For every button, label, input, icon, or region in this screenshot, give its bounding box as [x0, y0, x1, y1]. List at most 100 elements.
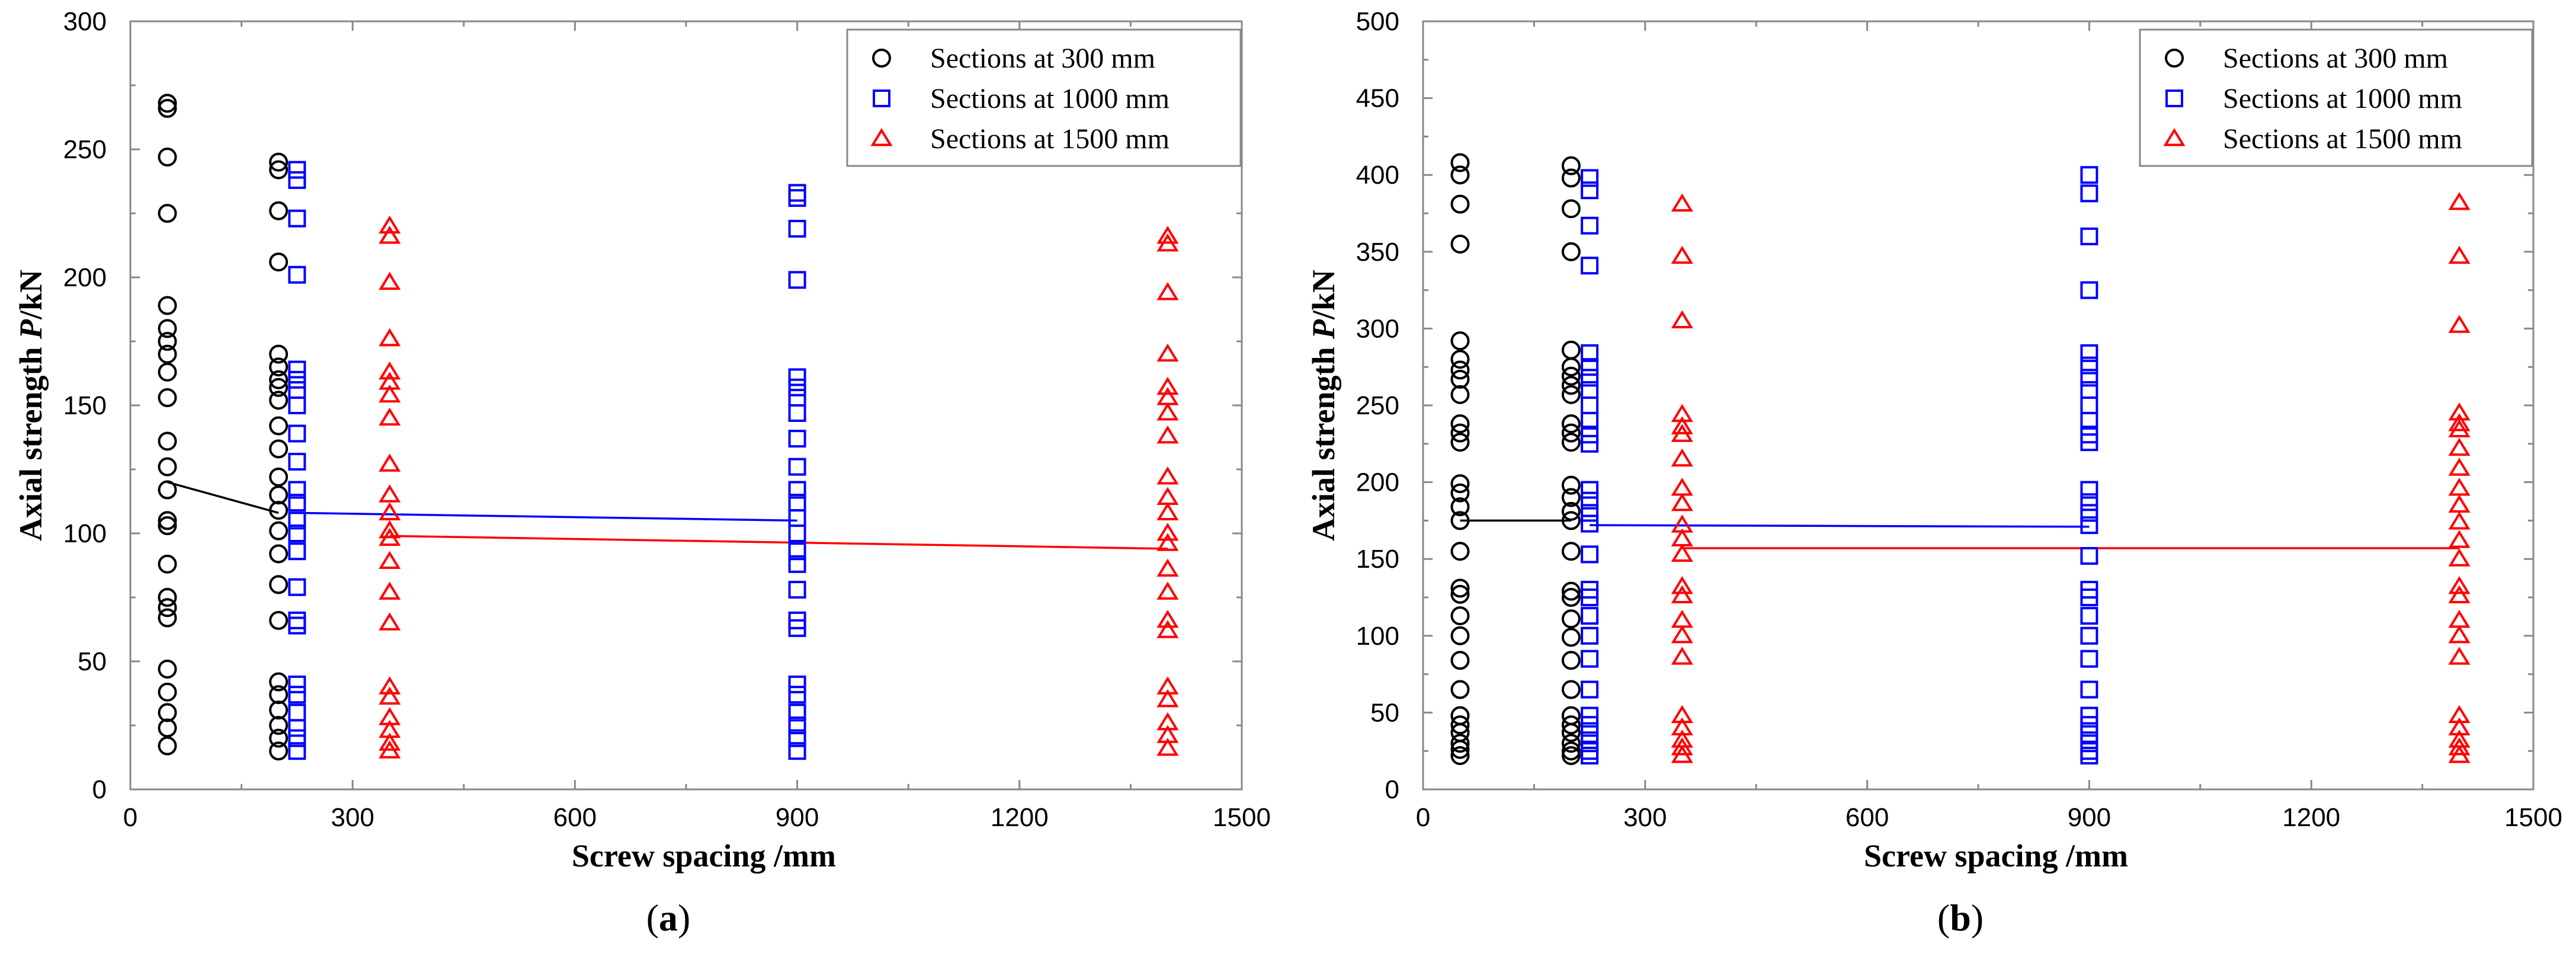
data-point-triangle [379, 520, 401, 539]
data-point-square [2080, 396, 2098, 414]
data-point-triangle [1156, 487, 1179, 506]
data-point-triangle [2448, 458, 2471, 476]
data-point-circle [158, 362, 177, 382]
data-point-triangle [379, 502, 401, 520]
data-point-triangle [1156, 523, 1179, 541]
data-point-circle [269, 501, 289, 520]
data-point-square [1581, 706, 1599, 725]
data-point-square [1581, 358, 1599, 376]
x-tick-label: 900 [2068, 803, 2111, 832]
data-point-square [1581, 216, 1599, 235]
data-point-circle [269, 160, 289, 180]
data-point-triangle [1156, 558, 1179, 577]
data-point-triangle [2448, 494, 2471, 513]
data-point-circle [1561, 581, 1581, 601]
series-circle [158, 94, 289, 761]
panel-label-letter: b [1950, 897, 1971, 939]
data-point-triangle [379, 384, 401, 403]
data-point-square [1581, 396, 1599, 414]
series-triangle [1671, 191, 2471, 763]
data-point-circle [1561, 376, 1581, 395]
panel-label-close: ) [678, 897, 690, 939]
data-point-square [2080, 481, 2098, 499]
data-point-square [2080, 281, 2098, 299]
trend-line-circle [167, 481, 279, 514]
data-point-square [2080, 626, 2098, 645]
data-point-circle [269, 201, 289, 220]
data-point-triangle [1156, 689, 1179, 708]
data-point-triangle [1671, 493, 1693, 511]
legend: Sections at 300 mm Sections at 1000 mm Sec… [2139, 28, 2533, 167]
data-point-square [1581, 588, 1599, 606]
data-point-triangle [1671, 543, 1693, 562]
data-point-circle [269, 252, 289, 272]
data-point-triangle [2448, 585, 2471, 603]
data-point-square [2080, 433, 2098, 452]
data-point-square [1581, 491, 1599, 510]
data-point-circle [1450, 331, 1470, 351]
data-point-circle [158, 457, 177, 476]
panel-label-open: ( [1937, 897, 1950, 939]
x-tick-label: 1200 [2282, 803, 2340, 832]
y-tick-label: 150 [63, 391, 107, 420]
data-point-square [1581, 680, 1599, 699]
trend-line-triangle [389, 535, 1168, 550]
data-point-square [1581, 514, 1599, 533]
data-point-triangle [1156, 376, 1179, 395]
panel-label-letter: a [659, 897, 678, 939]
data-point-square [288, 360, 306, 379]
data-point-circle [269, 467, 289, 487]
data-point-square [2080, 227, 2098, 245]
data-point-square [1581, 650, 1599, 668]
data-point-circle [158, 296, 177, 315]
data-point-circle [1561, 242, 1581, 261]
data-point-circle [158, 319, 177, 338]
x-tick-label: 0 [1416, 803, 1430, 832]
data-point-circle [1450, 626, 1470, 645]
data-point-square [2080, 166, 2098, 184]
data-point-circle [269, 344, 289, 364]
y-axis-title-suffix: /kN [1306, 270, 1341, 320]
y-tick-label: 450 [1356, 84, 1399, 113]
data-point-circle [269, 685, 289, 705]
data-point-triangle [2448, 575, 2471, 594]
data-point-circle [1450, 497, 1470, 517]
data-point-circle [1561, 734, 1581, 753]
data-point-square [288, 719, 306, 737]
data-point-square [788, 458, 806, 476]
data-point-circle [158, 98, 177, 118]
trend-line-square [1590, 524, 2090, 528]
data-point-triangle [2448, 315, 2471, 333]
data-point-circle [1450, 483, 1470, 503]
data-point-triangle [2448, 402, 2471, 421]
legend-marker-triangle [2163, 128, 2186, 146]
data-point-square [2080, 746, 2098, 765]
data-point-triangle [1156, 402, 1179, 421]
data-point-square [288, 453, 306, 471]
y-tick-label: 100 [1356, 622, 1399, 651]
data-point-square [788, 184, 806, 202]
x-tick-label: 900 [776, 803, 819, 832]
data-point-circle [1561, 542, 1581, 561]
data-point-square [788, 368, 806, 386]
data-point-circle [158, 718, 177, 738]
data-point-circle [158, 588, 177, 607]
data-point-circle [1450, 350, 1470, 369]
data-point-square [2080, 607, 2098, 625]
data-point-square [288, 578, 306, 596]
y-tick-label: 500 [1356, 7, 1399, 36]
data-point-circle [1450, 511, 1470, 530]
legend-label: Sections at 1000 mm [2223, 83, 2462, 114]
x-axis-title: Screw spacing /mm [1864, 838, 2128, 874]
data-point-triangle [2448, 745, 2471, 763]
data-point-square [288, 616, 306, 635]
y-tick-label: 400 [1356, 161, 1399, 190]
data-point-circle [1450, 746, 1470, 765]
data-point-square [788, 430, 806, 448]
legend-marker-circle [872, 49, 891, 68]
data-point-triangle [1671, 625, 1693, 644]
data-point-circle [1561, 588, 1581, 607]
x-tick-label: 1200 [991, 803, 1049, 832]
data-point-square [788, 509, 806, 527]
x-tick-label: 1500 [2504, 803, 2562, 832]
